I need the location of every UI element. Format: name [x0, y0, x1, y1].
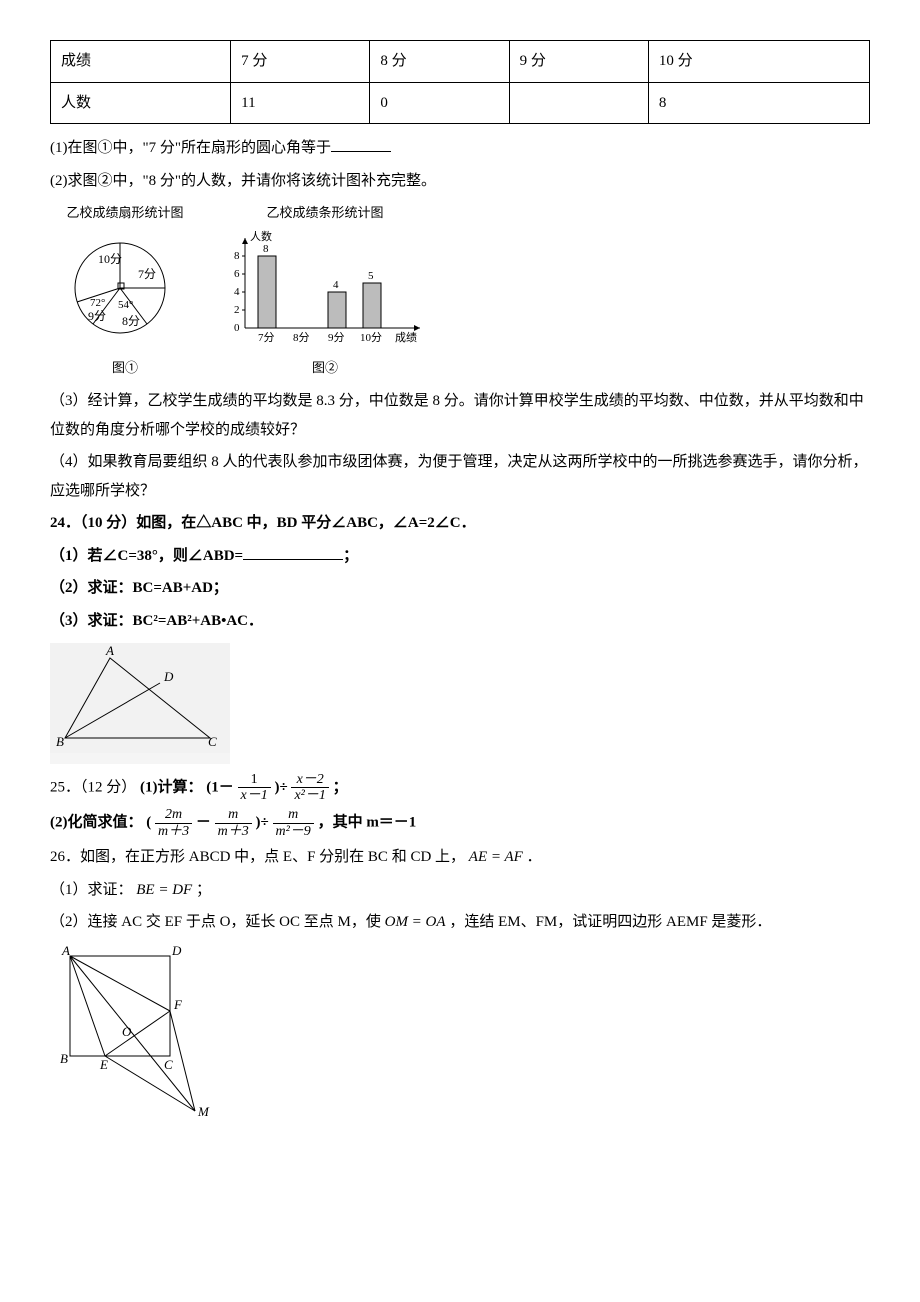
cell: 人数: [51, 82, 231, 124]
svg-text:0: 0: [234, 322, 240, 334]
svg-text:10分: 10分: [360, 331, 382, 344]
text: )÷: [274, 779, 287, 795]
pie-label: 9分: [88, 309, 106, 323]
svg-text:9分: 9分: [328, 331, 345, 344]
pie-chart-block: 乙校成绩扇形统计图 10分 7分 72° 9分 54° 8分 图①: [60, 201, 190, 381]
problem-24-2: （2）求证：BC=AB+AD；: [50, 574, 870, 603]
fraction: x－2x²－1: [291, 772, 328, 804]
text: )÷: [256, 815, 269, 831]
text: ．: [527, 849, 542, 865]
svg-text:C: C: [208, 734, 217, 749]
text: (2)化简求值：: [50, 815, 143, 831]
problem-26-head: 26．如图，在正方形 ABCD 中，点 E、F 分别在 BC 和 CD 上， A…: [50, 843, 870, 872]
svg-text:2: 2: [234, 304, 240, 316]
bar-chart-block: 乙校成绩条形统计图 人数 0 2 4 6 8 8 4 5 7分 8分 9分 10: [220, 201, 430, 381]
problem-24-3: （3）求证：BC²=AB²+AB•AC．: [50, 607, 870, 636]
score-table: 成绩 7 分 8 分 9 分 10 分 人数 11 0 8: [50, 40, 870, 124]
svg-text:B: B: [56, 734, 64, 749]
text: (: [146, 815, 151, 831]
svg-text:F: F: [173, 997, 183, 1012]
question-3: （3）经计算，乙校学生成绩的平均数是 8.3 分，中位数是 8 分。请你计算甲校…: [50, 387, 870, 444]
text: （2）连接 AC 交 EF 于点 O，延长 OC 至点 M，使: [50, 914, 385, 930]
pie-label: 10分: [98, 252, 122, 266]
square-figure: A D B C E F O M: [50, 941, 870, 1132]
pie-caption: 图①: [60, 356, 190, 381]
svg-text:A: A: [105, 643, 114, 658]
question-2: (2)求图②中，"8 分"的人数，并请你将该统计图补充完整。: [50, 167, 870, 196]
question-4: （4）如果教育局要组织 8 人的代表队参加市级团体赛，为便于管理，决定从这两所学…: [50, 448, 870, 505]
bar-value: 8: [263, 243, 269, 255]
svg-text:8分: 8分: [293, 331, 310, 344]
svg-text:D: D: [171, 943, 182, 958]
problem-26-1: （1）求证： BE = DF ；: [50, 876, 870, 905]
text: (1－: [206, 779, 234, 795]
table-row: 人数 11 0 8: [51, 82, 870, 124]
fraction: 2mm＋3: [155, 807, 192, 839]
problem-26-2: （2）连接 AC 交 EF 于点 O，延长 OC 至点 M，使 OM = OA …: [50, 908, 870, 937]
cell: 0: [370, 82, 509, 124]
svg-text:6: 6: [234, 268, 240, 280]
svg-text:M: M: [197, 1104, 210, 1119]
bar-value: 4: [333, 279, 339, 291]
text: ，其中 m＝－1: [318, 815, 417, 831]
text: BE = DF: [136, 882, 192, 898]
charts-row: 乙校成绩扇形统计图 10分 7分 72° 9分 54° 8分 图① 乙校成绩条形…: [60, 201, 870, 381]
text: ；: [196, 882, 211, 898]
svg-text:B: B: [60, 1051, 68, 1066]
text: 25．（12 分）: [50, 779, 136, 795]
cell: 9 分: [509, 41, 648, 83]
bar-title: 乙校成绩条形统计图: [220, 201, 430, 226]
cell: 11: [231, 82, 370, 124]
text: ；: [343, 548, 358, 564]
svg-text:4: 4: [234, 286, 240, 298]
cell: 7 分: [231, 41, 370, 83]
question-1: (1)在图①中，"7 分"所在扇形的圆心角等于: [50, 134, 870, 163]
svg-text:8: 8: [234, 250, 240, 262]
bar-caption: 图②: [220, 356, 430, 381]
text: （1）若∠C=38°，则∠ABD=: [50, 548, 243, 564]
cell: 8 分: [370, 41, 509, 83]
cell: 10 分: [648, 41, 869, 83]
svg-text:7分: 7分: [258, 331, 275, 344]
problem-24-head: 24．（10 分）如图，在△ABC 中，BD 平分∠ABC，∠A=2∠C．: [50, 509, 870, 538]
bar-chart: 人数 0 2 4 6 8 8 4 5 7分 8分 9分 10分 成绩: [220, 228, 430, 348]
fraction: mm²－9: [273, 807, 314, 839]
text: (1)计算：: [140, 779, 203, 795]
pie-label: 7分: [138, 267, 156, 281]
pie-chart: 10分 7分 72° 9分 54° 8分: [60, 228, 190, 348]
svg-text:D: D: [163, 669, 174, 684]
text: (1)在图①中，"7 分"所在扇形的圆心角等于: [50, 140, 331, 156]
problem-25-2: (2)化简求值： ( 2mm＋3 － mm＋3 )÷ mm²－9 ，其中 m＝－…: [50, 807, 870, 839]
bar-value: 5: [368, 270, 374, 282]
svg-text:E: E: [99, 1057, 108, 1072]
svg-text:C: C: [164, 1057, 173, 1072]
fraction: mm＋3: [215, 807, 252, 839]
text: 26．如图，在正方形 ABCD 中，点 E、F 分别在 BC 和 CD 上，: [50, 849, 465, 865]
svg-text:A: A: [61, 943, 70, 958]
text: ，连结 EM、FM，试证明四边形 AEMF 是菱形．: [449, 914, 771, 930]
fraction: 1x－1: [238, 772, 271, 804]
table-row: 成绩 7 分 8 分 9 分 10 分: [51, 41, 870, 83]
text: OM = OA: [385, 914, 446, 930]
blank: [331, 137, 391, 152]
cell: 成绩: [51, 41, 231, 83]
blank: [243, 545, 343, 560]
cell: 8: [648, 82, 869, 124]
text: ；: [333, 779, 348, 795]
text: －: [196, 815, 211, 831]
bar-ylabel: 人数: [250, 230, 272, 243]
pie-label: 54°: [118, 299, 133, 311]
pie-label: 8分: [122, 314, 140, 328]
problem-24-1: （1）若∠C=38°，则∠ABD= ；: [50, 542, 870, 571]
text: （1）求证：: [50, 882, 133, 898]
pie-title: 乙校成绩扇形统计图: [60, 201, 190, 226]
triangle-figure: A B C D: [50, 643, 230, 764]
bar-xlabel: 成绩: [395, 331, 417, 344]
text: AE = AF: [469, 849, 523, 865]
pie-label: 72°: [90, 297, 105, 309]
problem-25-1: 25．（12 分） (1)计算： (1－ 1x－1 )÷ x－2x²－1 ；: [50, 772, 870, 804]
cell: [509, 82, 648, 124]
svg-text:O: O: [122, 1024, 132, 1039]
